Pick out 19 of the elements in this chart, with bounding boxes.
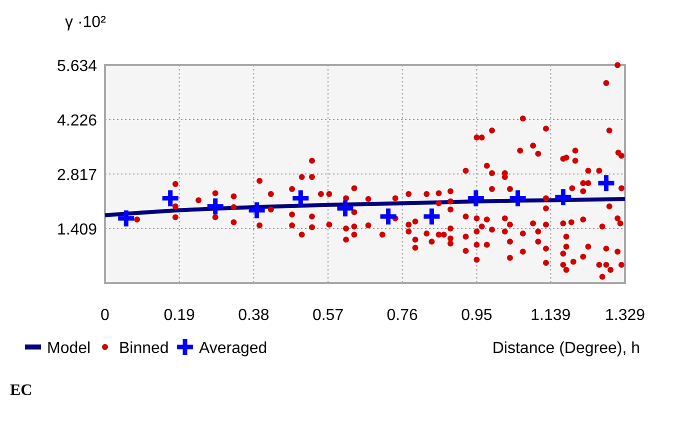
x-tick-label: 0.19 xyxy=(164,307,196,324)
y-tick-label: 4.226 xyxy=(56,112,98,130)
x-axis-title: Distance (Degree), h xyxy=(492,340,640,357)
y-axis-title: γ ·10² xyxy=(65,14,107,31)
legend-label: Binned xyxy=(119,340,169,357)
x-tick-label: 0.38 xyxy=(238,307,270,324)
legend-label: Averaged xyxy=(199,340,268,357)
x-tick-label: 0.76 xyxy=(386,307,418,324)
y-tick-label: 2.817 xyxy=(56,167,98,184)
x-tick-label: 1.139 xyxy=(530,307,571,324)
x-tick-label: 0 xyxy=(100,307,110,324)
x-tick-label: 1.329 xyxy=(604,307,646,324)
y-tick-label: 5.634 xyxy=(56,58,98,75)
line-series xyxy=(103,197,627,218)
x-tick-label: 0.57 xyxy=(312,307,344,324)
legend-label: Model xyxy=(47,340,91,357)
x-tick-label: 0.95 xyxy=(461,307,492,324)
text: EC xyxy=(10,382,32,399)
y-tick-label: 1.409 xyxy=(56,221,98,238)
